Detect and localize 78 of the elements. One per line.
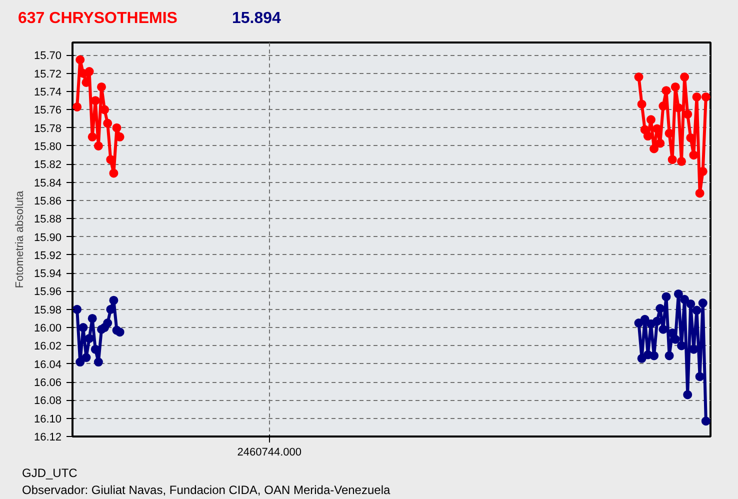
point	[701, 92, 710, 102]
point	[72, 102, 82, 112]
y-tick-label: 15.78	[34, 122, 62, 135]
point	[94, 142, 103, 150]
point	[109, 168, 118, 178]
point	[658, 324, 668, 334]
y-tick-label: 15.74	[34, 86, 62, 99]
point	[76, 55, 85, 64]
point	[656, 304, 665, 313]
point	[680, 72, 690, 82]
y-tick-label: 15.86	[34, 195, 62, 208]
y-tick-label: 16.04	[34, 358, 62, 371]
point	[640, 314, 650, 324]
point	[94, 358, 103, 367]
point	[76, 358, 85, 367]
y-tick-label: 15.94	[34, 268, 62, 280]
point	[103, 318, 112, 328]
point	[646, 115, 656, 124]
point	[662, 292, 671, 302]
point	[674, 289, 683, 298]
point	[115, 328, 124, 337]
point	[88, 314, 97, 323]
point	[650, 144, 659, 154]
x-axis-title: GJD_UTC	[22, 465, 78, 482]
y-tick-label: 15.84	[34, 177, 62, 190]
text: Observador: Giuliat Navas, Fundacion CIDA, OAN Merida-Venezuela	[22, 482, 390, 499]
point	[88, 132, 97, 142]
point	[84, 67, 94, 76]
point	[695, 188, 704, 198]
y-tick-label: 15.72	[34, 68, 62, 80]
point	[109, 296, 118, 305]
point	[692, 92, 702, 102]
point	[686, 299, 696, 308]
y-tick-label: 16.00	[34, 322, 62, 335]
y-tick-label: 16.10	[34, 413, 62, 426]
y-tick-label: 15.98	[34, 304, 62, 316]
point	[97, 82, 106, 92]
y-tick-label: 16.02	[34, 340, 62, 353]
point	[84, 334, 94, 343]
point	[103, 118, 112, 128]
point	[670, 82, 680, 92]
point	[656, 138, 665, 148]
point	[650, 351, 659, 360]
y-tick-label: 16.12	[34, 432, 62, 444]
point	[662, 86, 671, 96]
point	[82, 353, 91, 362]
x-tick-label: 2460744.000	[237, 446, 302, 458]
point	[701, 416, 710, 426]
point	[677, 156, 686, 166]
y-axis-title: Fotometria absoluta	[14, 190, 26, 288]
point	[664, 351, 674, 360]
chart-title: 637 CHRYSOTHEMIS	[18, 9, 178, 29]
y-tick-label: 15.92	[34, 250, 62, 262]
y-tick-label: 16.06	[34, 377, 62, 390]
y-tick-label: 15.82	[34, 159, 62, 172]
point	[683, 390, 692, 400]
point	[637, 100, 646, 109]
point	[677, 341, 686, 350]
point	[643, 132, 652, 140]
y-tick-label: 15.90	[34, 232, 62, 244]
y-tick-label: 15.70	[34, 50, 62, 62]
y-tick-label: 15.76	[34, 104, 62, 117]
y-tick-label: 15.88	[34, 214, 62, 226]
point	[680, 294, 690, 304]
y-tick-label: 15.96	[34, 286, 62, 298]
point	[634, 72, 644, 82]
point	[695, 372, 704, 382]
chart-subtitle: 15.894	[232, 9, 281, 29]
y-tick-label: 15.80	[34, 140, 62, 153]
point	[689, 150, 698, 160]
y-tick-label: 16.08	[34, 395, 62, 408]
point	[72, 304, 82, 314]
point	[112, 123, 122, 132]
point	[698, 298, 708, 308]
point	[78, 323, 88, 332]
point	[652, 316, 662, 326]
point	[668, 155, 677, 164]
point	[692, 306, 702, 315]
